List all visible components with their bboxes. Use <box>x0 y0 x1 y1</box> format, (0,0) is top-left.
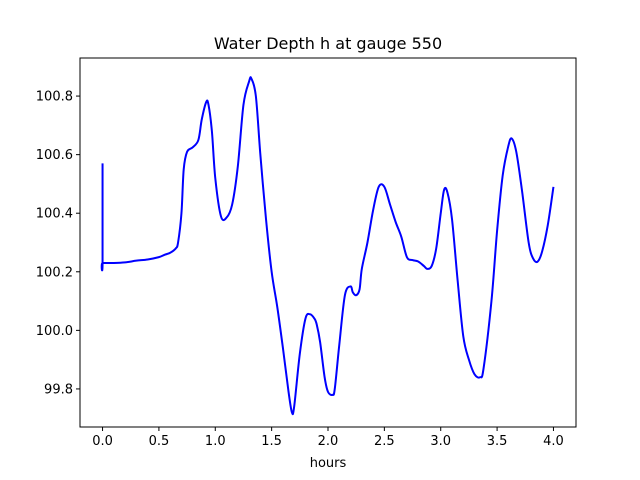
x-tick-label: 0.0 <box>92 434 113 449</box>
y-tick-label: 100.2 <box>36 265 73 280</box>
x-tick-label: 2.0 <box>318 434 339 449</box>
y-tick-label: 100.4 <box>36 207 73 222</box>
chart-title: Water Depth h at gauge 550 <box>214 34 442 53</box>
x-axis-label: hours <box>310 456 347 471</box>
x-tick-label: 3.0 <box>430 434 451 449</box>
y-tick-label: 100.8 <box>36 90 73 105</box>
plot-area <box>100 76 555 416</box>
x-tick-label: 2.5 <box>374 434 395 449</box>
x-tick-label: 1.0 <box>205 434 226 449</box>
y-tick-label: 100.6 <box>36 148 73 163</box>
plot-frame <box>79 57 577 428</box>
x-tick-label: 3.5 <box>487 434 508 449</box>
y-tick-label: 100.0 <box>36 324 73 339</box>
x-tick-label: 4.0 <box>543 434 564 449</box>
x-tick-label: 0.5 <box>149 434 170 449</box>
axes: 0.0 0.5 1.0 1.5 2.0 2.5 3.0 3.5 4.0 99.8 100.0 100.… <box>36 90 564 449</box>
series-line-0 <box>100 76 555 416</box>
x-tick-label: 1.5 <box>261 434 282 449</box>
y-tick-label: 99.8 <box>44 382 73 397</box>
